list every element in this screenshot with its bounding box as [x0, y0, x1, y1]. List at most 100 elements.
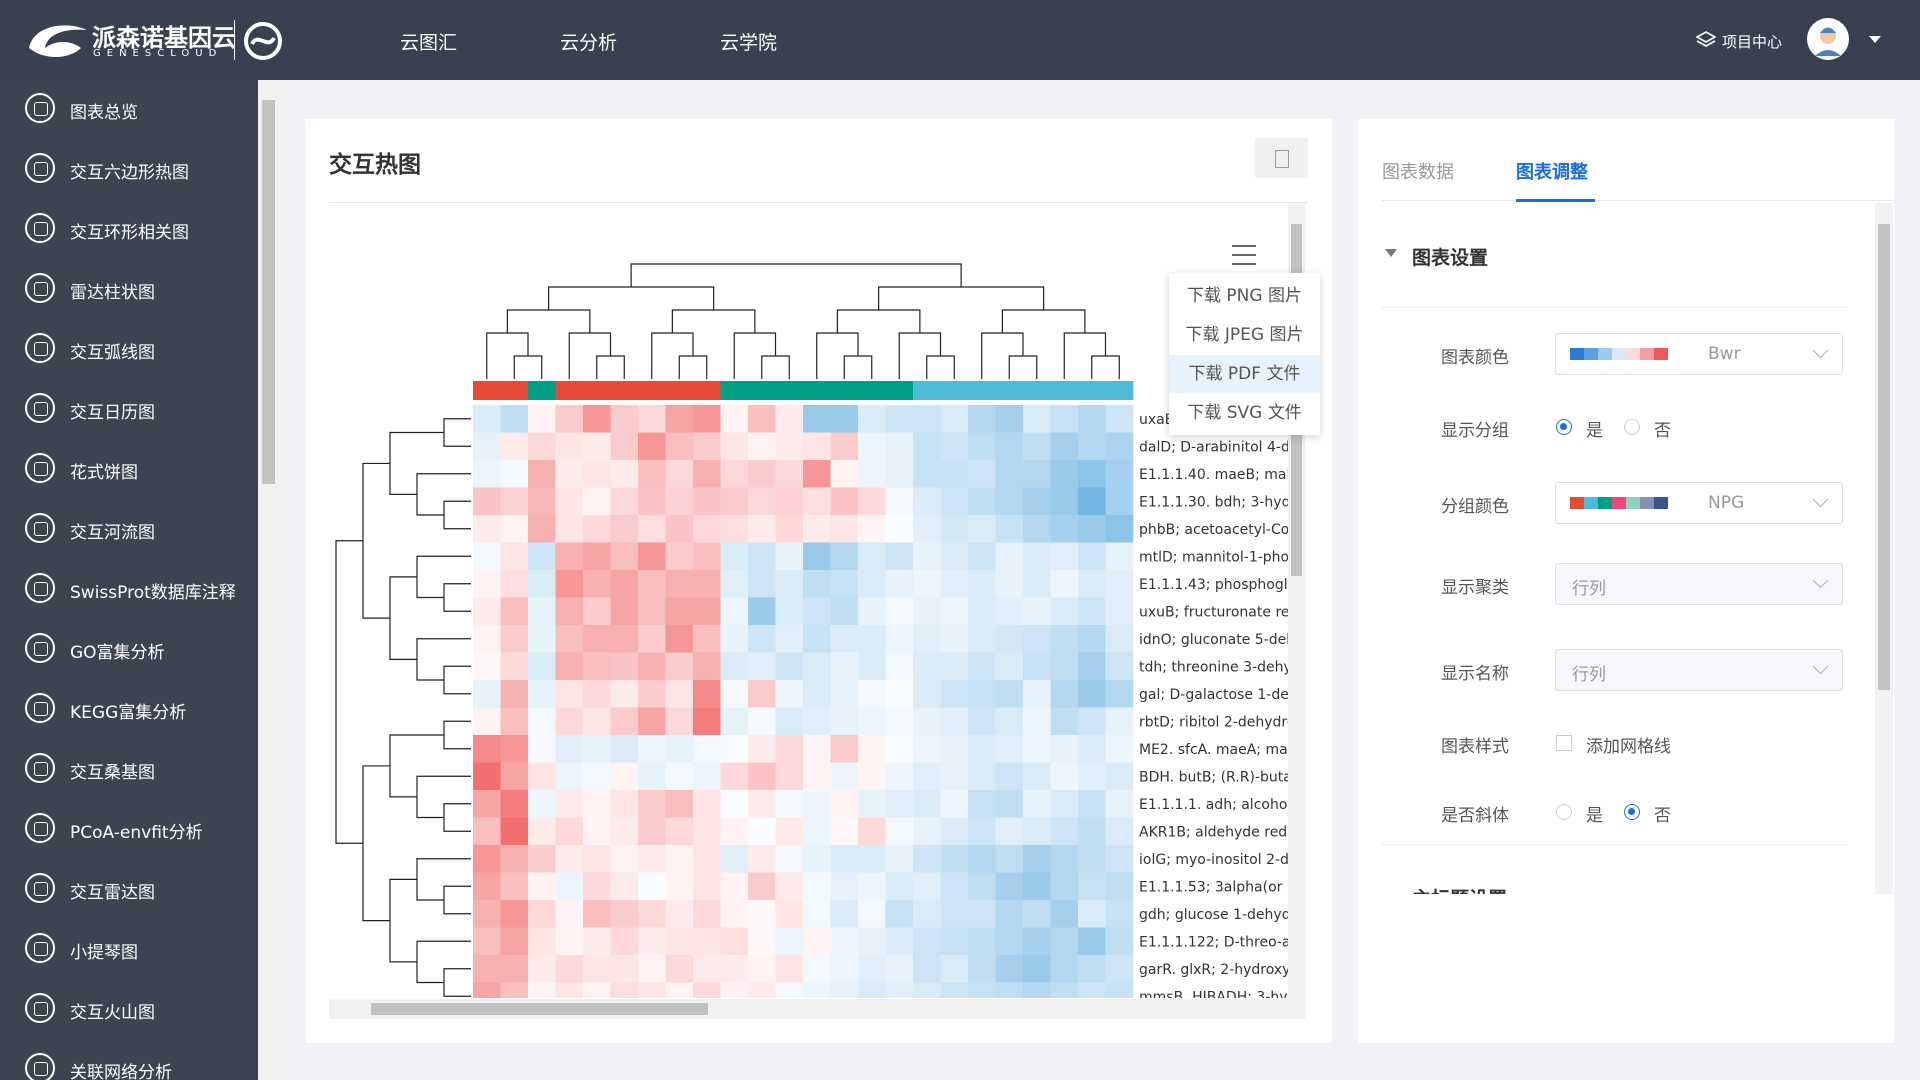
heat-cell	[473, 515, 501, 543]
heat-cell	[500, 542, 529, 571]
heat-cell	[528, 955, 556, 983]
collapse-arrow[interactable]	[1385, 249, 1397, 257]
heat-cell	[775, 790, 804, 818]
heat-cell	[1023, 652, 1051, 681]
heat-cell	[473, 735, 501, 763]
heat-cell	[1023, 790, 1051, 818]
heat-cell	[803, 927, 831, 956]
heat-cell	[803, 762, 831, 791]
sidebar-item[interactable]: 交互河流图	[0, 500, 258, 560]
heat-cell	[968, 432, 996, 461]
heat-cell	[720, 955, 749, 983]
heat-cell	[528, 735, 556, 763]
item-icon	[25, 453, 55, 483]
caret[interactable]	[1869, 36, 1881, 43]
radio[interactable]	[1624, 804, 1640, 820]
heat-cell	[473, 955, 501, 983]
heat-cell	[748, 515, 776, 543]
heat-cell	[555, 597, 584, 626]
heat-cell	[720, 432, 749, 461]
sidebar-item[interactable]: 交互桑基图	[0, 740, 258, 800]
avatar[interactable]	[1807, 18, 1849, 60]
heat-cell	[858, 955, 886, 983]
radio[interactable]	[1624, 419, 1640, 435]
nav-item[interactable]: 云学院	[720, 32, 778, 54]
sidebar-item[interactable]: 交互火山图	[0, 980, 258, 1040]
heat-cell	[583, 845, 611, 873]
heat-cell	[583, 817, 611, 846]
scroll-thumb[interactable]	[371, 1003, 708, 1015]
nav-item[interactable]: 云图汇	[400, 32, 458, 54]
sidebar-item[interactable]: 花式饼图	[0, 440, 258, 500]
heat-cell	[528, 597, 556, 626]
radio[interactable]	[1556, 419, 1572, 435]
heat-cell	[995, 625, 1024, 653]
heat-cell	[638, 845, 666, 873]
heat-cell	[748, 955, 776, 983]
heat-cell	[885, 762, 914, 791]
select[interactable]: 行列	[1555, 649, 1843, 691]
heat-cell	[610, 982, 639, 998]
heat-cell	[720, 845, 749, 873]
sidebar-item[interactable]: 小提琴图	[0, 920, 258, 980]
row-label: E1.1.1.43; phosphoglu	[1139, 577, 1288, 593]
swatch	[1570, 497, 1584, 509]
sidebar-item[interactable]: 雷达柱状图	[0, 260, 258, 320]
heat-cell	[775, 542, 804, 571]
heat-cell	[1078, 652, 1106, 681]
heat-cell	[1078, 542, 1106, 571]
sidebar-item[interactable]: GO富集分析	[0, 620, 258, 680]
scroll-thumb[interactable]	[1878, 224, 1890, 690]
heat-cell	[555, 542, 584, 571]
sidebar-item[interactable]: PCoA-envfit分析	[0, 800, 258, 860]
heat-cell	[830, 707, 859, 736]
menu-item[interactable]: 下载 JPEG 图片	[1185, 325, 1304, 345]
heat-cell	[665, 542, 694, 571]
swatch	[1654, 348, 1668, 360]
project-center[interactable]: 项目中心	[1722, 33, 1783, 51]
heat-cell	[610, 405, 639, 433]
nav-item[interactable]: 云分析	[560, 32, 618, 54]
tab[interactable]: 图表数据	[1382, 162, 1454, 183]
dendrogram-branch	[1001, 309, 1086, 333]
select[interactable]: 行列	[1555, 563, 1843, 605]
heat-cell	[583, 652, 611, 681]
heat-cell	[803, 817, 831, 846]
radio[interactable]	[1556, 804, 1572, 820]
section-title: 图表设置	[1412, 247, 1489, 269]
fullscreen-button[interactable]	[1255, 138, 1308, 178]
heat-cell	[555, 432, 584, 461]
heat-cell	[968, 927, 996, 956]
heat-cell	[748, 652, 776, 681]
sidebar-item[interactable]: 交互环形相关图	[0, 200, 258, 260]
sidebar-item[interactable]: 关联网络分析	[0, 1040, 258, 1080]
select[interactable]: NPG	[1555, 482, 1843, 524]
heat-cell	[720, 597, 749, 626]
heat-cell	[693, 845, 721, 873]
sidebar-item[interactable]: 交互六边形热图	[0, 140, 258, 200]
select[interactable]: Bwr	[1555, 333, 1843, 375]
sidebar-item[interactable]: SwissProt数据库注释	[0, 560, 258, 620]
menu-item[interactable]: 下载 PNG 图片	[1187, 286, 1302, 306]
menu-item[interactable]: 下载 PDF 文件	[1169, 355, 1320, 393]
sidebar-item[interactable]: 交互日历图	[0, 380, 258, 440]
heat-cell	[473, 982, 501, 998]
sidebar-item[interactable]: KEGG富集分析	[0, 680, 258, 740]
sidebar-item[interactable]: 交互雷达图	[0, 860, 258, 920]
swatch	[1640, 348, 1654, 360]
sidebar-item[interactable]: 交互弧线图	[0, 320, 258, 380]
scroll-thumb[interactable]	[262, 100, 275, 484]
heat-cell	[885, 515, 914, 543]
heat-cell	[528, 487, 556, 516]
menu-button[interactable]	[1232, 245, 1256, 265]
heat-cell	[720, 927, 749, 956]
heat-cell	[803, 845, 831, 873]
tab[interactable]: 图表调整	[1516, 162, 1588, 183]
heat-cell	[913, 790, 941, 818]
checkbox[interactable]	[1556, 735, 1572, 751]
menu-item[interactable]: 下载 SVG 文件	[1187, 403, 1302, 423]
heat-cell	[665, 707, 694, 736]
sidebar-item[interactable]: 图表总览	[0, 80, 258, 140]
heat-cell	[500, 515, 529, 543]
